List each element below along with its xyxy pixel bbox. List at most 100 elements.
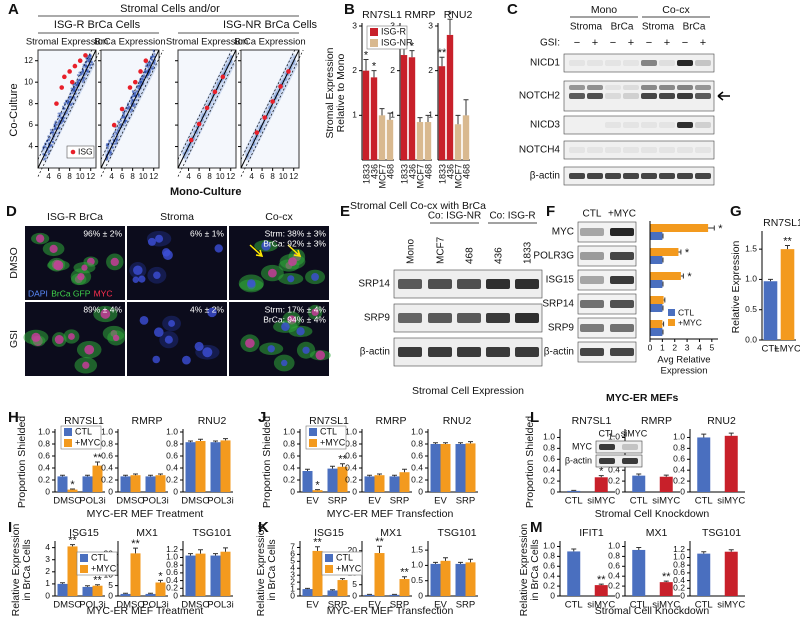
density-dot	[224, 73, 227, 76]
density-dot	[57, 112, 60, 115]
error-bar	[330, 589, 335, 591]
bar	[82, 586, 93, 596]
density-dot	[282, 82, 285, 86]
x-tick-label: 1	[660, 342, 665, 352]
axis-title: Proportion Shielded	[524, 416, 536, 508]
density-dot	[55, 123, 58, 126]
blot-band	[428, 347, 452, 357]
bar	[446, 34, 454, 160]
error-bar	[468, 441, 473, 444]
density-dot	[131, 98, 134, 102]
bar	[594, 477, 608, 492]
y-tick-label: 0.8	[166, 559, 178, 569]
blot-frame	[563, 53, 715, 73]
bar	[650, 224, 709, 232]
x-tick-label: MCF7	[453, 164, 463, 189]
y-tick-label: 0.6	[543, 454, 555, 464]
x-tick-label: DMSO	[116, 600, 145, 611]
density-dot	[285, 77, 288, 81]
blot-band	[610, 300, 634, 308]
blot-band	[605, 147, 621, 153]
y-tick-label: 0.8	[543, 551, 555, 561]
y-tick-label: 0.2	[345, 474, 357, 484]
row-label: SRP14	[358, 279, 390, 290]
isg-point	[132, 79, 138, 85]
blot-band	[486, 347, 510, 357]
error-bar	[443, 557, 448, 561]
y-tick-label: 3	[352, 20, 357, 30]
density-dot	[223, 68, 227, 71]
column-label: Co-cx	[265, 211, 293, 223]
blot-band	[569, 93, 585, 99]
panel-letter: C	[507, 1, 518, 18]
significance-label: *	[718, 223, 723, 235]
bar	[327, 468, 338, 492]
x-tick-label: 8	[207, 172, 212, 181]
bar	[424, 122, 432, 160]
blot-band	[659, 60, 675, 66]
x-tick-label: DMSO	[181, 496, 210, 507]
density-dot	[186, 143, 190, 146]
y-tick-label: 0.4	[673, 575, 685, 585]
axis-title: GSI	[8, 330, 20, 348]
blot-frame	[577, 221, 637, 243]
bar	[455, 563, 466, 596]
density-dot	[68, 97, 71, 100]
density-dot	[216, 82, 220, 85]
y-tick-label: 4	[29, 142, 34, 151]
y-tick-label: 12	[24, 56, 33, 65]
density-dot	[229, 57, 232, 61]
y-tick-label: 5	[108, 580, 113, 590]
bar	[210, 555, 221, 596]
threshold-line	[177, 49, 241, 177]
y-tick-label: 1.0	[411, 560, 423, 570]
error-bar	[425, 114, 431, 123]
identity-line	[37, 49, 97, 169]
y-tick-label: 0.8	[543, 443, 555, 453]
density-dot	[113, 142, 116, 145]
axis-title: DMSO	[8, 247, 20, 279]
density-dot	[277, 94, 280, 97]
legend-label: CTL	[336, 552, 353, 562]
blot-band	[610, 228, 634, 236]
density-dot	[44, 153, 47, 157]
isg-point	[54, 101, 59, 106]
density-dot	[53, 123, 56, 126]
blot-band	[457, 347, 481, 357]
legend-label: +MYC	[320, 437, 346, 447]
x-tick-label: EV	[368, 600, 381, 611]
y-tick-label: 1.0	[608, 541, 620, 551]
density-dot	[282, 82, 286, 85]
blot-band	[641, 122, 657, 128]
blot-band	[695, 93, 711, 99]
error-bar	[340, 463, 345, 467]
bar	[650, 320, 663, 328]
significance-label: **	[597, 574, 606, 586]
legend-swatch	[668, 309, 675, 316]
row-label: NICD3	[530, 120, 560, 131]
blot-band	[623, 93, 639, 99]
legend-label: +MYC	[336, 563, 362, 573]
blot-band	[659, 93, 675, 99]
threshold-line	[100, 49, 164, 177]
nucleus	[267, 268, 277, 278]
y-tick-label: 0.6	[673, 454, 685, 464]
significance-label: *	[158, 570, 163, 582]
blot-frame	[577, 269, 637, 291]
x-tick-label: POL3i	[207, 496, 233, 507]
density-dot	[49, 144, 52, 148]
density-dot	[152, 65, 155, 68]
blot-band	[659, 147, 675, 153]
density-dot	[84, 66, 87, 69]
stat-label: Strm: 17% ± 4%	[265, 304, 327, 314]
density-dot	[115, 138, 119, 141]
blot-band	[695, 173, 711, 179]
blot-band	[486, 313, 510, 323]
bar	[337, 580, 348, 596]
group-title: Co: ISG-R	[489, 211, 535, 222]
density-dot	[127, 105, 130, 109]
threshold-line	[37, 49, 93, 160]
significance-label: **	[338, 454, 347, 466]
lane-label: +	[628, 37, 634, 49]
x-tick-label: EV	[434, 600, 447, 611]
